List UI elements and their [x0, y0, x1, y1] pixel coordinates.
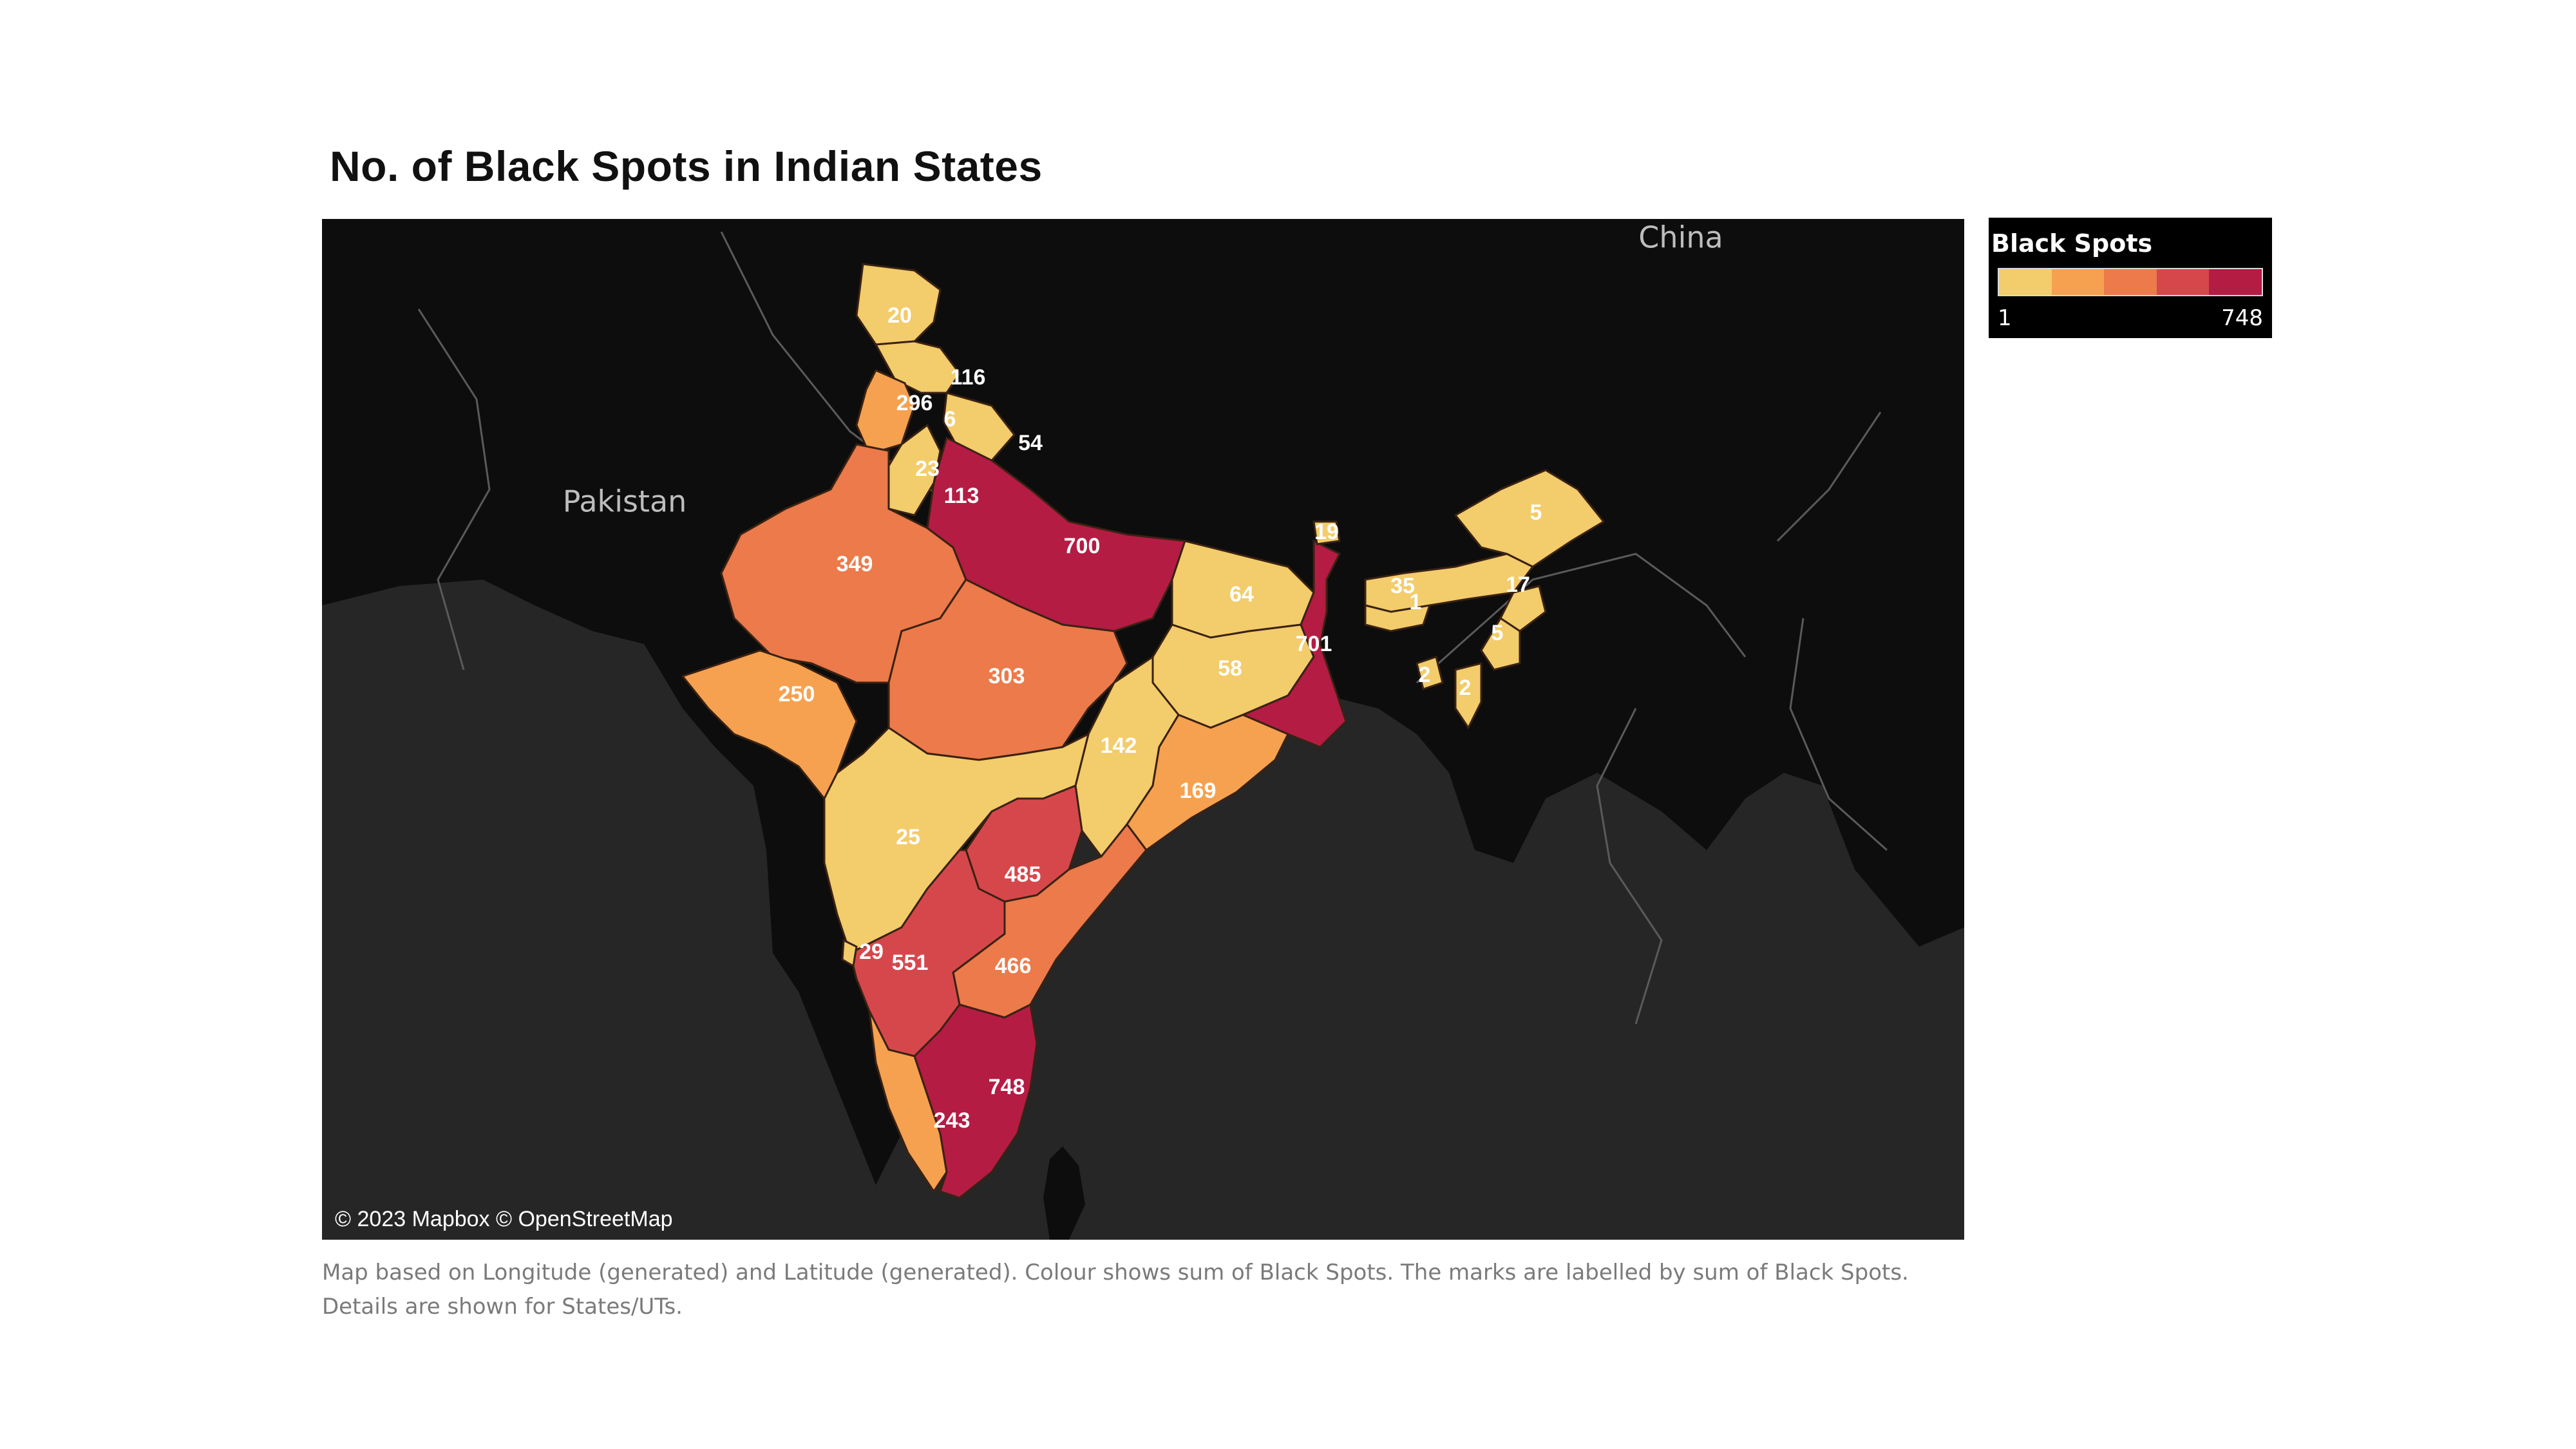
- state-sikkim[interactable]: [1312, 520, 1341, 545]
- caption-line: Details are shown for States/UTs.: [322, 1294, 683, 1320]
- value-label: 169: [1180, 779, 1217, 803]
- legend-swatch: [2156, 269, 2210, 295]
- value-label: 17: [1506, 573, 1530, 597]
- value-label: 54: [1018, 431, 1043, 455]
- value-label: 20: [887, 303, 912, 328]
- state-odisha[interactable]: [1126, 714, 1290, 852]
- caption-line: Map based on Longitude (generated) and L…: [322, 1260, 1909, 1285]
- value-label: 2: [1419, 663, 1431, 687]
- value-label: 25: [896, 825, 920, 849]
- value-label: 58: [1218, 656, 1242, 681]
- state-manipur[interactable]: [1480, 616, 1521, 671]
- state-nagaland[interactable]: [1499, 585, 1547, 632]
- value-labels: 20 116 296 6 54 23 113 700 349 303 250 1…: [779, 303, 1542, 1133]
- states-layer: [681, 263, 1605, 1199]
- value-label: 485: [1005, 862, 1041, 887]
- value-label: 700: [1064, 534, 1101, 558]
- value-label: 243: [934, 1108, 971, 1133]
- map-canvas[interactable]: China Pakistan 20 116 296 6 54 23 113 70…: [322, 219, 1964, 1240]
- legend-swatch: [2051, 269, 2105, 295]
- value-label: 1: [1410, 590, 1422, 614]
- state-tripura[interactable]: [1416, 656, 1444, 690]
- map-caption: Map based on Longitude (generated) and L…: [322, 1256, 1996, 1324]
- value-label: 701: [1296, 632, 1332, 656]
- value-label: 250: [779, 682, 815, 706]
- value-label: 142: [1101, 734, 1137, 758]
- legend-swatch: [2104, 269, 2157, 295]
- state-jammu-kashmir[interactable]: [855, 263, 942, 346]
- value-label: 2: [1459, 676, 1472, 700]
- state-west-bengal[interactable]: [1240, 539, 1347, 748]
- color-legend: Black Spots 1 748: [1989, 218, 2272, 338]
- value-label: 5: [1492, 621, 1504, 645]
- value-label: 748: [989, 1075, 1025, 1099]
- legend-min-label: 1: [1998, 305, 2012, 331]
- india-state-map[interactable]: China Pakistan 20 116 296 6 54 23 113 70…: [322, 219, 1964, 1240]
- state-tamil-nadu[interactable]: [913, 1003, 1038, 1199]
- state-meghalaya[interactable]: [1364, 604, 1432, 632]
- state-arunachal[interactable]: [1454, 469, 1605, 568]
- srilanka: [1043, 1146, 1085, 1240]
- international-borders: [417, 231, 1888, 1025]
- value-label: 303: [989, 664, 1025, 688]
- value-label: 113: [944, 484, 980, 508]
- map-title: No. of Black Spots in Indian States: [330, 142, 1043, 190]
- state-goa[interactable]: [841, 938, 858, 968]
- legend-swatch: [2209, 269, 2262, 295]
- legend-title: Black Spots: [1991, 229, 2153, 258]
- country-label-china: China: [1638, 220, 1723, 255]
- value-label: 551: [892, 951, 929, 975]
- value-label: 29: [859, 940, 884, 964]
- value-label: 6: [944, 407, 956, 431]
- value-label: 296: [896, 391, 933, 415]
- country-label-pakistan: Pakistan: [563, 484, 687, 519]
- state-uttar-pradesh[interactable]: [926, 436, 1187, 632]
- state-mizoram[interactable]: [1454, 662, 1482, 730]
- value-label: 349: [837, 552, 873, 576]
- state-rajasthan[interactable]: [720, 443, 967, 684]
- legend-color-scale: [1998, 268, 2263, 296]
- value-label: 116: [951, 365, 986, 390]
- value-label: 5: [1530, 500, 1542, 525]
- value-label: 64: [1229, 582, 1254, 607]
- value-label: 23: [915, 457, 940, 481]
- value-label: 19: [1314, 520, 1339, 544]
- value-label: 466: [995, 954, 1032, 978]
- map-attribution[interactable]: © 2023 Mapbox © OpenStreetMap: [335, 1207, 673, 1231]
- legend-max-label: 748: [2221, 305, 2263, 331]
- value-label: 35: [1390, 574, 1415, 598]
- legend-swatch: [1999, 269, 2052, 295]
